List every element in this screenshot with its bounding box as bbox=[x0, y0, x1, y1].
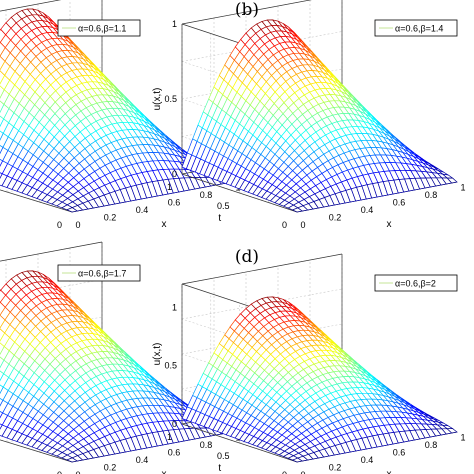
surface-mesh bbox=[0, 8, 233, 213]
panel-label: (b) bbox=[235, 0, 259, 20]
mesh-cell bbox=[446, 428, 458, 434]
x-axis-label: x bbox=[162, 219, 167, 230]
t-tick-label: 1 bbox=[167, 182, 172, 192]
x-tick-label: 0 bbox=[300, 470, 305, 474]
z-axis-label: u(x,t) bbox=[152, 343, 163, 366]
surface-panel-b: 0 0.2 0.4 0.6 0.8 1 x 0 0.5 1 t 0 0.5 1 u(x,t) α=0.6,β=… bbox=[152, 0, 466, 230]
z-tick-label: 0 bbox=[172, 419, 177, 429]
x-tick-label: 0.2 bbox=[104, 213, 117, 223]
t-tick-label: 1 bbox=[167, 432, 172, 442]
x-tick-label: 1 bbox=[460, 183, 465, 193]
x-tick-label: 0.2 bbox=[104, 463, 117, 473]
z-tick-label: 1 bbox=[172, 19, 177, 29]
surface-panel-c: 0 0.2 0.4 0.6 0.8 1 x 0 0.5 t α=0.6,β=1.7 bbox=[0, 241, 241, 474]
t-axis-label: t bbox=[218, 213, 221, 224]
x-tick-label: 0.2 bbox=[329, 463, 342, 473]
t-tick-label: 0.5 bbox=[217, 201, 230, 211]
mesh-cell bbox=[446, 177, 458, 184]
x-tick-label: 0.6 bbox=[393, 448, 406, 458]
legend-entry: α=0.6,β=1.1 bbox=[78, 24, 126, 34]
x-tick-label: 0.2 bbox=[329, 213, 342, 223]
panel-label: (d) bbox=[235, 247, 259, 267]
x-tick-label: 0.4 bbox=[136, 455, 149, 465]
x-tick-label: 0.8 bbox=[425, 190, 438, 200]
x-tick-label: 0.8 bbox=[200, 190, 213, 200]
z-tick-label: 1 bbox=[172, 302, 177, 312]
x-tick-label: 0.4 bbox=[361, 455, 374, 465]
t-tick-label: 0 bbox=[282, 470, 287, 474]
legend-entry: α=0.6,β=2 bbox=[395, 279, 436, 289]
t-axis-label: t bbox=[218, 463, 221, 474]
x-axis-label: x bbox=[387, 219, 392, 230]
x-tick-label: 0 bbox=[75, 220, 80, 230]
x-tick-label: 0 bbox=[300, 220, 305, 230]
x-tick-label: 0.6 bbox=[168, 198, 181, 208]
legend: α=0.6,β=1.7 bbox=[57, 264, 141, 282]
z-axis-label: u(x,t) bbox=[152, 88, 163, 111]
x-axis-label: x bbox=[387, 469, 392, 474]
surface-mesh bbox=[181, 296, 458, 463]
t-tick-label: 0 bbox=[57, 470, 62, 474]
legend: α=0.6,β=2 bbox=[374, 274, 458, 292]
z-tick-label: 0.5 bbox=[164, 361, 177, 371]
z-tick-label: 0.5 bbox=[164, 94, 177, 104]
t-tick-label: 0 bbox=[282, 220, 287, 230]
t-tick-label: 0.5 bbox=[217, 451, 230, 461]
x-tick-label: 0.6 bbox=[393, 198, 406, 208]
surface-mesh bbox=[181, 19, 458, 213]
surface-panel-d: 0 0.2 0.4 0.6 0.8 1 x 0 0.5 1 t 0 0.5 1 u(x,t) α=0.6,β=… bbox=[152, 247, 466, 474]
x-tick-label: 0.4 bbox=[361, 205, 374, 215]
t-tick-label: 0 bbox=[57, 220, 62, 230]
x-tick-label: 0.8 bbox=[200, 440, 213, 450]
surface-panel-a: 0 0.2 0.4 0.6 0.8 1 x 0 0.5 t α=0.6,β=1.1 bbox=[0, 0, 241, 230]
x-tick-label: 0 bbox=[75, 470, 80, 474]
legend-entry: α=0.6,β=1.4 bbox=[395, 24, 443, 34]
x-tick-label: 1 bbox=[460, 433, 465, 443]
z-tick-label: 0 bbox=[172, 169, 177, 179]
legend: α=0.6,β=1.4 bbox=[374, 19, 458, 37]
legend-entry: α=0.6,β=1.7 bbox=[78, 269, 126, 279]
legend: α=0.6,β=1.1 bbox=[57, 19, 141, 37]
x-tick-label: 0.6 bbox=[168, 448, 181, 458]
x-tick-label: 0.4 bbox=[136, 205, 149, 215]
x-axis-label: x bbox=[162, 469, 167, 474]
surface-mesh bbox=[0, 270, 233, 463]
x-tick-label: 0.8 bbox=[425, 440, 438, 450]
